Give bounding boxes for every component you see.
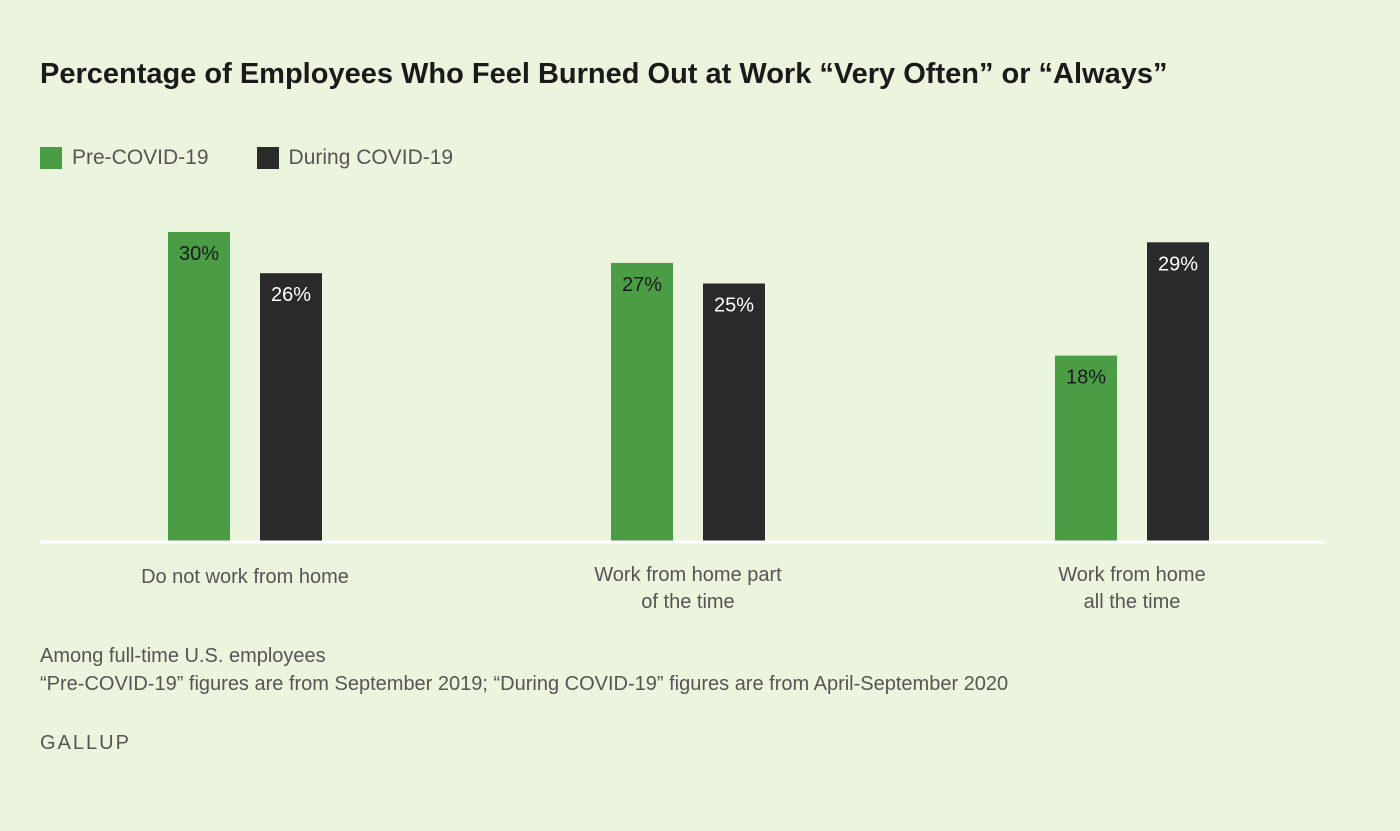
bar-during-covid-0 xyxy=(260,273,322,541)
footnote-sample: Among full-time U.S. employees xyxy=(40,645,326,667)
legend-label-pre-covid: Pre-COVID-19 xyxy=(72,146,209,169)
brand-logo: GALLUP xyxy=(40,732,131,754)
category-label-2-1: all the time xyxy=(1084,591,1181,613)
data-label-pre-covid-0: 30% xyxy=(179,243,219,265)
footnote-dates: “Pre-COVID-19” figures are from Septembe… xyxy=(40,673,1009,695)
category-label-2-0: Work from home xyxy=(1058,564,1205,586)
category-label-0-0: Do not work from home xyxy=(141,566,349,588)
category-label-1-1: of the time xyxy=(641,591,734,613)
legend: Pre-COVID-19 During COVID-19 xyxy=(40,146,501,170)
legend-item-during-covid: During COVID-19 xyxy=(256,146,454,170)
data-label-pre-covid-2: 18% xyxy=(1066,367,1106,389)
data-label-pre-covid-1: 27% xyxy=(622,274,662,296)
data-label-during-covid-1: 25% xyxy=(714,295,754,317)
category-label-1-0: Work from home part xyxy=(594,564,782,586)
legend-label-during-covid: During COVID-19 xyxy=(288,146,454,169)
bar-during-covid-1 xyxy=(703,283,765,541)
legend-item-pre-covid: Pre-COVID-19 xyxy=(40,146,209,170)
data-label-during-covid-2: 29% xyxy=(1158,253,1198,275)
bar-during-covid-2 xyxy=(1147,242,1209,542)
bar-pre-covid-1 xyxy=(611,262,673,541)
bar-pre-covid-2 xyxy=(1055,355,1117,541)
footnote: Among full-time U.S. employees “Pre-COVI… xyxy=(40,642,1008,698)
chart-title: Percentage of Employees Who Feel Burned … xyxy=(40,58,1168,90)
data-label-during-covid-0: 26% xyxy=(271,284,311,306)
legend-swatch-during-covid xyxy=(256,147,279,169)
legend-swatch-pre-covid xyxy=(40,147,62,169)
bar-pre-covid-0 xyxy=(168,232,230,541)
